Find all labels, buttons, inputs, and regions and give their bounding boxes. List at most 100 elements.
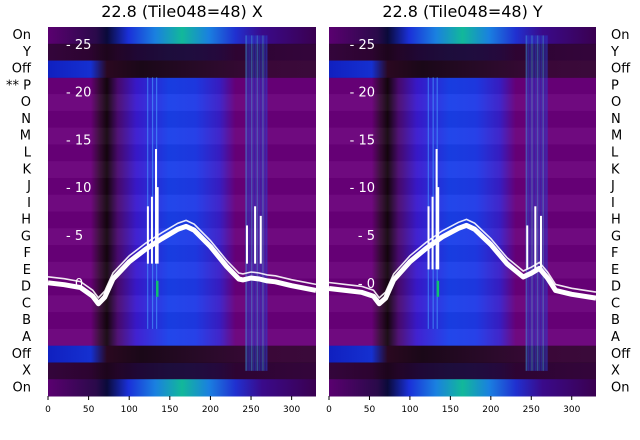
heatmap-row-band: [48, 345, 316, 363]
heatmap-streak: [534, 35, 537, 371]
heatmap-row: [48, 328, 316, 346]
row-label: Off: [12, 62, 32, 77]
row-label: Off: [611, 62, 631, 77]
heatmap-streak: [250, 35, 253, 371]
overlay-series-line: [328, 222, 597, 307]
x-tick-label: 100: [121, 405, 138, 415]
row-label: N: [611, 112, 621, 127]
row-label: I: [611, 196, 615, 211]
overlay-series-line: [328, 218, 597, 299]
heatmap-row: [48, 177, 316, 195]
row-label: On: [13, 28, 31, 43]
overlay-y-tick: - 15: [66, 133, 91, 148]
row-label: C: [611, 296, 620, 311]
heatmap-row: [329, 245, 596, 262]
heatmap-row-band: [329, 43, 596, 62]
x-tick-label: 300: [283, 405, 300, 415]
overlay-y-tick: - 20: [350, 86, 375, 101]
row-label: J: [610, 179, 615, 194]
heatmap-row-band: [329, 345, 596, 363]
heatmap-streak: [531, 35, 533, 371]
x-tick-label: 150: [442, 405, 459, 415]
heatmap-row: [329, 161, 596, 178]
row-label: X: [22, 364, 31, 379]
overlay-y-tick: - 0: [358, 277, 375, 292]
heatmap-row: [48, 194, 316, 212]
row-label: A: [22, 330, 31, 345]
heatmap-streak: [265, 35, 268, 371]
chart-title: 22.8 (Tile048=48) X: [101, 2, 263, 21]
heatmap-row: [48, 278, 316, 296]
x-tick-label: 150: [161, 405, 178, 415]
overlay-series-line: [47, 219, 317, 300]
row-label: E: [611, 263, 619, 278]
x-tick-label: 250: [523, 405, 540, 415]
heatmap-streak: [260, 35, 262, 371]
row-label: G: [611, 229, 621, 244]
heatmap-streak: [247, 35, 249, 371]
heatmap-row: [329, 278, 596, 296]
heatmap-streak: [252, 35, 255, 371]
x-tick-label: 200: [202, 405, 219, 415]
row-label: M: [20, 129, 31, 144]
heatmap-streak: [536, 35, 539, 371]
heatmap-row: [329, 211, 596, 229]
overlay-y-tick: - 10: [66, 181, 91, 196]
heatmap-row: [329, 328, 596, 346]
row-label: Off: [12, 347, 32, 362]
overlay-y-tick: - 15: [350, 133, 375, 148]
heatmap-row: [48, 228, 316, 246]
row-label: M: [611, 129, 622, 144]
row-label: G: [21, 229, 31, 244]
heatmap-streak: [525, 35, 528, 371]
row-label: Y: [22, 45, 31, 60]
heatmap-streak: [527, 35, 530, 371]
x-tick-label: 0: [326, 405, 332, 415]
heatmap-streak: [538, 35, 541, 371]
row-label: E: [23, 263, 31, 278]
heatmap-streak: [249, 35, 251, 371]
row-label: Off: [611, 347, 631, 362]
heatmap-row-band: [329, 379, 596, 397]
heatmap-row-band: [329, 60, 596, 78]
row-label: B: [611, 313, 620, 328]
heatmap-row-band: [329, 362, 596, 380]
x-tick-label: 200: [482, 405, 499, 415]
heatmap-streak: [533, 35, 535, 371]
heatmap-row: [48, 77, 316, 95]
heatmap-streak: [245, 35, 247, 371]
row-label: O: [611, 95, 621, 110]
row-label: J: [26, 179, 31, 194]
row-label: D: [611, 280, 621, 295]
heatmap-streak: [147, 77, 149, 329]
heatmap-streak: [256, 35, 259, 371]
heatmap-row: [48, 94, 316, 111]
row-label: On: [611, 380, 629, 395]
heatmap-row: [329, 295, 596, 313]
overlay-y-tick: - 5: [358, 229, 375, 244]
heatmap-row: [48, 211, 316, 229]
row-label: X: [611, 364, 620, 379]
heatmap-streak: [542, 35, 544, 371]
heatmap-row-band: [329, 27, 596, 45]
marker: [156, 280, 159, 297]
heatmap-row: [329, 77, 596, 95]
overlay-y-tick: - 20: [66, 86, 91, 101]
heatmap-row: [48, 161, 316, 178]
x-tick-label: 250: [242, 405, 259, 415]
heatmap-row: [329, 228, 596, 246]
heatmap-background: [329, 27, 596, 396]
overlay-y-tick: - 25: [350, 38, 375, 53]
row-label: ** P: [6, 78, 31, 93]
x-tick-label: 300: [563, 405, 580, 415]
row-label: K: [611, 162, 620, 177]
row-label: On: [611, 28, 629, 43]
row-label: H: [611, 213, 621, 228]
heatmap-row: [48, 127, 316, 145]
row-label: N: [21, 112, 31, 127]
heatmap-row: [48, 110, 316, 128]
x-tick-label: 50: [83, 405, 95, 415]
heatmap-row-band: [48, 27, 316, 45]
